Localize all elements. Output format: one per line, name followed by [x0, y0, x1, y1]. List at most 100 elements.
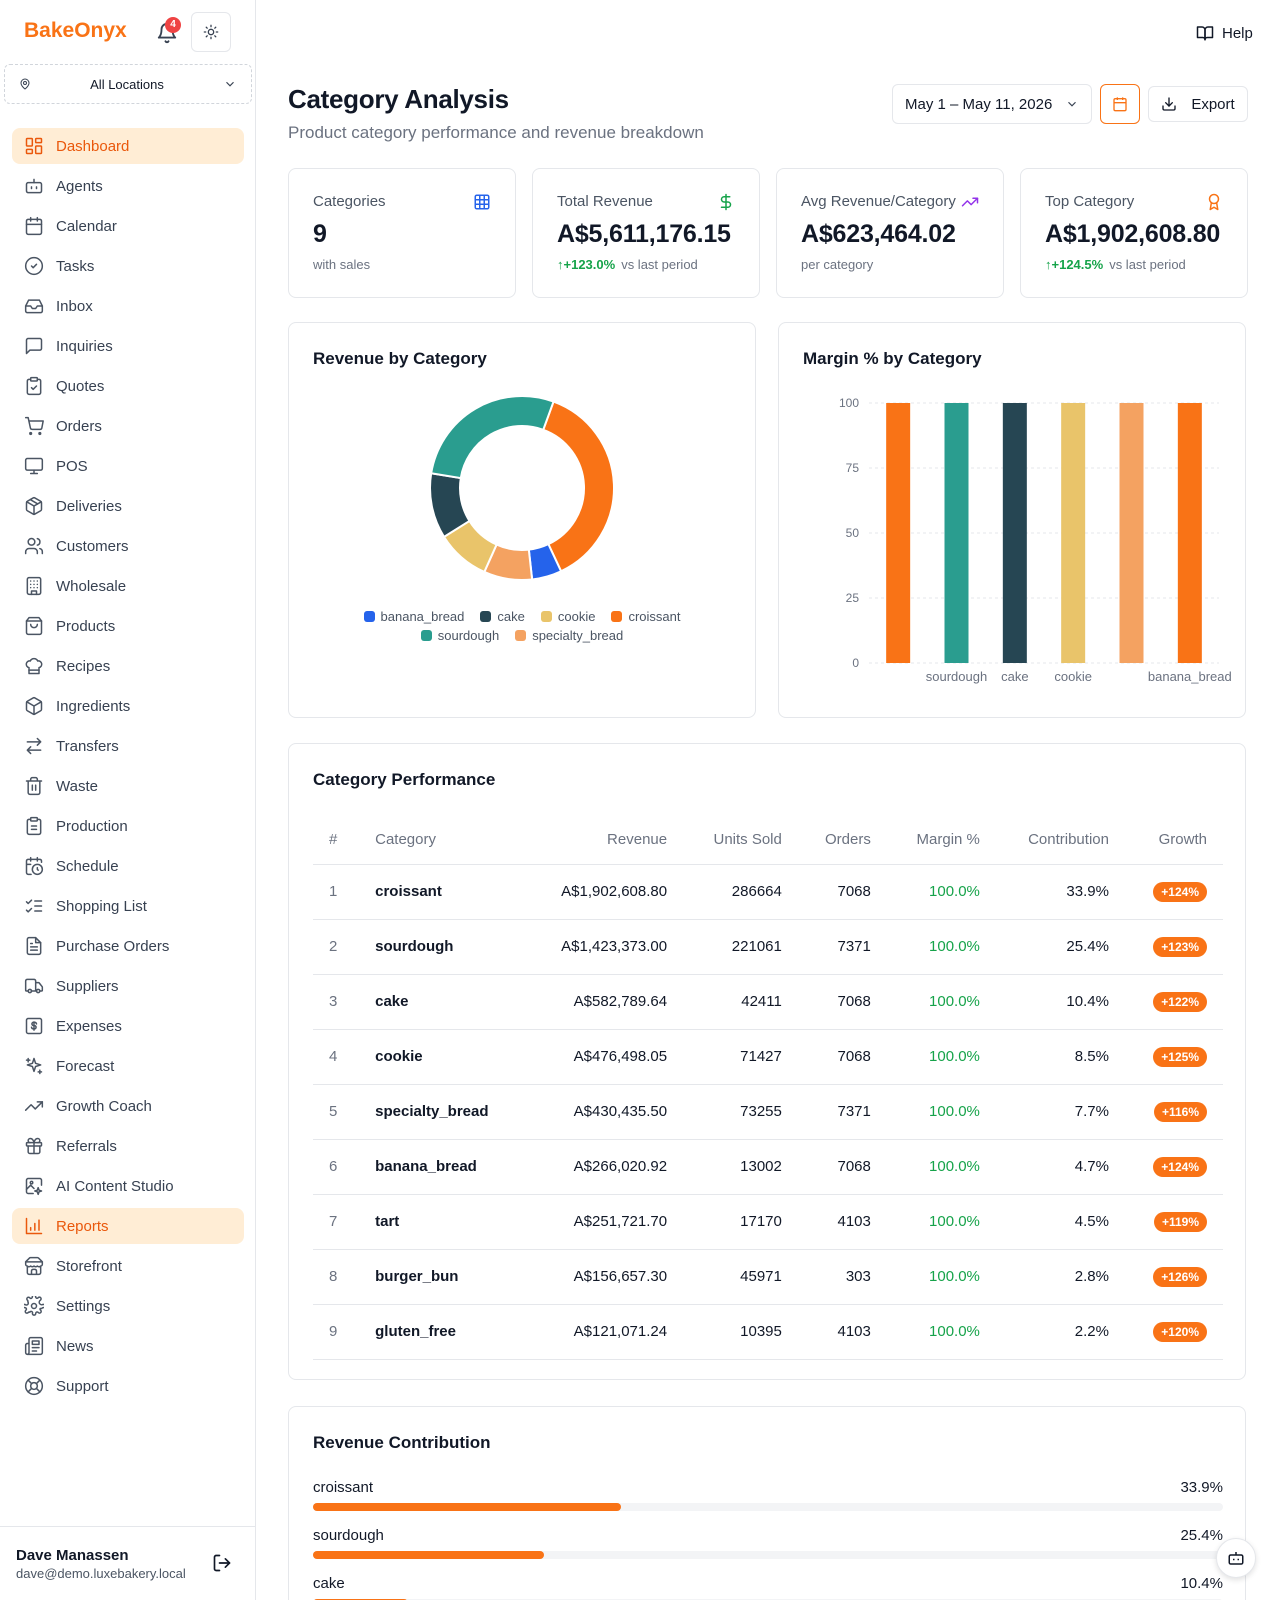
sidebar-item-transfers[interactable]: Transfers [12, 728, 244, 764]
sidebar-item-label: News [56, 1337, 94, 1355]
table-row[interactable]: 3 cake A$582,789.64 42411 7068 100.0% 10.4% +12… [313, 974, 1223, 1030]
sidebar-item-wholesale[interactable]: Wholesale [12, 568, 244, 604]
legend-item-cookie[interactable]: cookie [540, 609, 595, 624]
column-header[interactable]: # [313, 816, 360, 865]
donut-slice-croissant[interactable] [541, 400, 615, 573]
table-row[interactable]: 7 tart A$251,721.70 17170 4103 100.0% 4.5% +119… [313, 1194, 1223, 1250]
calendar-clock-icon [25, 856, 44, 876]
sidebar-item-referrals[interactable]: Referrals [12, 1128, 244, 1164]
sidebar-item-dashboard[interactable]: Dashboard [12, 128, 244, 164]
cart-icon [24, 416, 44, 436]
table-row[interactable]: 5 specialty_bread A$430,435.50 73255 7371 100… [313, 1084, 1223, 1140]
table-row[interactable]: 9 gluten_free A$121,071.24 10395 4103 100.0% 2… [313, 1304, 1223, 1360]
contribution-cell: 7.7% [995, 1084, 1125, 1140]
theme-toggle-button[interactable] [191, 12, 231, 52]
sidebar-item-support[interactable]: Support [12, 1368, 244, 1404]
sidebar-item-pos[interactable]: POS [12, 448, 244, 484]
legend-item-croissant[interactable]: croissant [611, 609, 680, 624]
export-button[interactable]: Export [1148, 86, 1248, 122]
column-header[interactable]: Contribution [995, 816, 1125, 865]
calendar-icon [25, 216, 43, 236]
bar-banana_bread[interactable] [1177, 403, 1202, 663]
sidebar-item-reports[interactable]: Reports [12, 1208, 244, 1244]
sidebar-item-inquiries[interactable]: Inquiries [12, 328, 244, 364]
legend-label: sourdough [437, 628, 500, 643]
sidebar-item-storefront[interactable]: Storefront [12, 1248, 244, 1284]
growth-cell: +124% [1124, 1139, 1223, 1195]
sidebar-item-ai-content-studio[interactable]: AI Content Studio [12, 1168, 244, 1204]
table-row[interactable]: 6 banana_bread A$266,020.92 13002 7068 100.0%… [313, 1139, 1223, 1195]
sidebar-item-suppliers[interactable]: Suppliers [12, 968, 244, 1004]
brand-logo[interactable]: BakeOnyx [24, 19, 127, 42]
sidebar-item-calendar[interactable]: Calendar [12, 208, 244, 244]
calendar-button[interactable] [1100, 84, 1140, 124]
table-row[interactable]: 1 croissant A$1,902,608.80 286664 7068 100.0%… [313, 864, 1223, 920]
clipboard-check-icon [26, 376, 42, 396]
sidebar-item-tasks[interactable]: Tasks [12, 248, 244, 284]
legend-item-banana_bread[interactable]: banana_bread [363, 609, 464, 624]
contribution-label: cake [313, 1575, 345, 1592]
legend-item-specialty_bread[interactable]: specialty_bread [515, 628, 623, 643]
table-row[interactable]: 4 cookie A$476,498.05 71427 7068 100.0% 8.5% +1… [313, 1029, 1223, 1085]
logout-icon[interactable] [212, 1553, 232, 1573]
sidebar-item-forecast[interactable]: Forecast [12, 1048, 244, 1084]
book-open-icon [1196, 26, 1214, 41]
sidebar-item-settings[interactable]: Settings [12, 1288, 244, 1324]
sidebar-item-growth-coach[interactable]: Growth Coach [12, 1088, 244, 1124]
location-select[interactable]: All Locations [4, 64, 252, 104]
column-header[interactable]: Revenue [525, 816, 684, 865]
image-sparkle-icon [25, 1177, 43, 1196]
sidebar-item-schedule[interactable]: Schedule [12, 848, 244, 884]
gift-icon [25, 1137, 43, 1155]
sidebar-item-orders[interactable]: Orders [12, 408, 244, 444]
store-icon [24, 1256, 44, 1276]
sidebar-item-news[interactable]: News [12, 1328, 244, 1364]
sidebar-item-label: Wholesale [56, 577, 127, 595]
table-row[interactable]: 8 burger_bun A$156,657.30 45971 303 100.0% 2.8… [313, 1249, 1223, 1305]
legend-item-cake[interactable]: cake [480, 609, 525, 624]
sidebar-item-inbox[interactable]: Inbox [12, 288, 244, 324]
bar-croissant[interactable] [886, 403, 911, 663]
sidebar-item-purchase-orders[interactable]: Purchase Orders [12, 928, 244, 964]
column-header[interactable]: Margin % [886, 816, 996, 865]
sidebar-item-label: Inbox [56, 297, 93, 315]
assistant-bot-button[interactable] [1216, 1538, 1256, 1578]
date-range-select[interactable]: May 1 – May 11, 2026 [892, 84, 1092, 124]
legend-item-sourdough[interactable]: sourdough [420, 628, 500, 643]
help-link[interactable]: Help [1196, 24, 1253, 42]
sidebar-item-agents[interactable]: Agents [12, 168, 244, 204]
sidebar-item-label: Suppliers [56, 977, 119, 995]
sidebar-item-products[interactable]: Products [12, 608, 244, 644]
sidebar-item-deliveries[interactable]: Deliveries [12, 488, 244, 524]
growth-cell: +125% [1124, 1029, 1223, 1085]
rank-cell: 6 [313, 1139, 360, 1195]
bar-cookie[interactable] [1061, 403, 1086, 663]
bar-sourdough[interactable] [944, 403, 969, 663]
user-name: Dave Manassen [16, 1547, 129, 1564]
column-header[interactable]: Growth [1124, 816, 1223, 865]
sidebar-item-shopping-list[interactable]: Shopping List [12, 888, 244, 924]
sidebar-item-customers[interactable]: Customers [12, 528, 244, 564]
table-row[interactable]: 2 sourdough A$1,423,373.00 221061 7371 100.0%… [313, 919, 1223, 975]
column-header[interactable]: Orders [797, 816, 887, 865]
sidebar-item-waste[interactable]: Waste [12, 768, 244, 804]
donut-slice-sourdough[interactable] [430, 395, 555, 480]
bot-icon [25, 178, 43, 194]
column-header[interactable]: Units Sold [683, 816, 798, 865]
sidebar-item-expenses[interactable]: Expenses [12, 1008, 244, 1044]
legend-label: cake [497, 609, 525, 624]
newspaper-icon [24, 1336, 44, 1356]
sidebar-item-recipes[interactable]: Recipes [12, 648, 244, 684]
sidebar-item-label: Dashboard [56, 137, 130, 155]
margin-chart-title: Margin % by Category [803, 349, 982, 368]
location-select-value: All Locations [90, 76, 164, 92]
sidebar-item-production[interactable]: Production [12, 808, 244, 844]
bar-cake[interactable] [1002, 403, 1027, 663]
sun-icon [203, 24, 219, 40]
sidebar-item-label: Expenses [56, 1017, 122, 1035]
bar-specialty_bread[interactable] [1119, 403, 1144, 663]
award-icon [1208, 193, 1220, 211]
sidebar-item-ingredients[interactable]: Ingredients [12, 688, 244, 724]
sidebar-item-quotes[interactable]: Quotes [12, 368, 244, 404]
column-header[interactable]: Category [359, 816, 526, 865]
